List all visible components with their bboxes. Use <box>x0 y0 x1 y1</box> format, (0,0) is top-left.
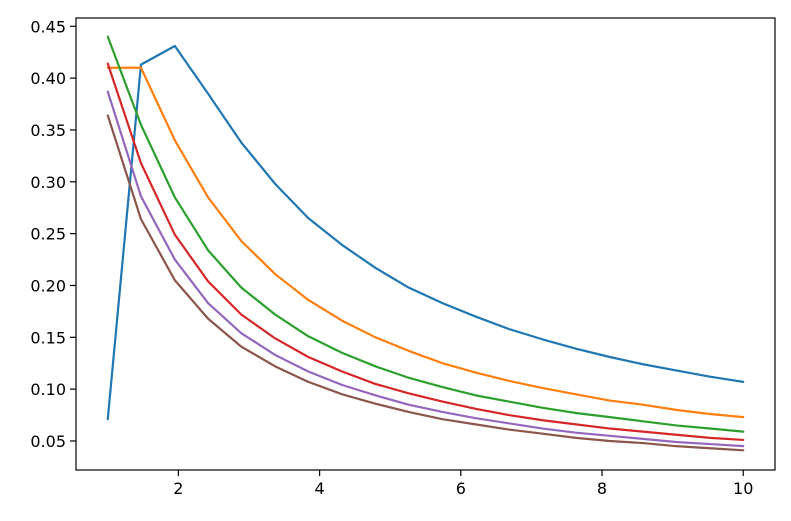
series-line-1 <box>106 44 745 421</box>
series-line-5 <box>106 90 745 448</box>
y-tick-label: 0.15 <box>30 328 66 347</box>
series-line-4 <box>106 62 745 442</box>
y-tick-label: 0.20 <box>30 276 66 295</box>
y-tick-label: 0.40 <box>30 69 66 88</box>
series-line-2 <box>106 66 745 419</box>
x-tick-label: 6 <box>456 479 466 498</box>
y-tick-label: 0.25 <box>30 225 66 244</box>
y-tick-label: 0.10 <box>30 380 66 399</box>
series-line-3 <box>106 35 745 433</box>
series-line-6 <box>106 114 745 452</box>
x-axis: 2 4 6 8 10 <box>173 470 753 498</box>
y-tick-label: 0.05 <box>30 432 66 451</box>
x-tick-label: 2 <box>173 479 183 498</box>
y-tick-label: 0.30 <box>30 173 66 192</box>
x-tick-label: 8 <box>597 479 607 498</box>
plot-frame <box>75 17 776 471</box>
x-tick-label: 10 <box>733 479 753 498</box>
series-layer <box>106 35 745 452</box>
x-tick-label: 4 <box>314 479 324 498</box>
y-tick-label: 0.35 <box>30 121 66 140</box>
y-tick-label: 0.45 <box>30 17 66 36</box>
y-axis: 0.05 0.10 0.15 0.20 0.25 0.30 0.35 0.40 0.45 <box>30 17 76 451</box>
